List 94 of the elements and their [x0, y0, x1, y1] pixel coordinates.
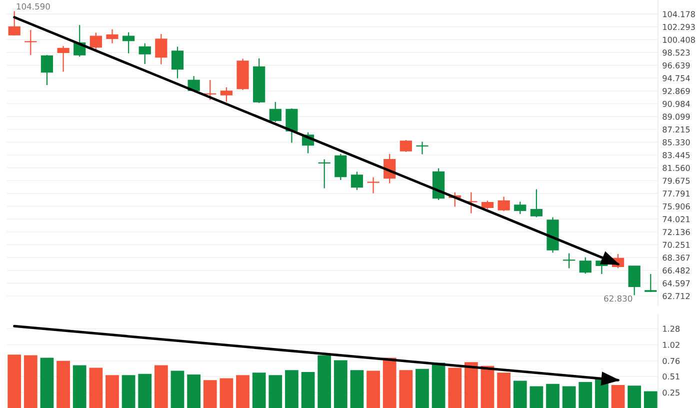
y-tick-label: 87.215	[662, 126, 690, 133]
y-tick-label: 0.25	[662, 390, 680, 396]
bar	[72, 365, 86, 408]
y-tick-label: 64.597	[662, 280, 690, 286]
y-tick-label: 77.791	[662, 190, 690, 197]
candlestick	[286, 108, 298, 144]
y-tick-label: 81.560	[662, 164, 690, 171]
y-tick-label: 92.869	[662, 88, 690, 94]
bar	[122, 375, 136, 408]
bar	[399, 370, 413, 408]
candlestick	[334, 153, 347, 181]
candlestick	[90, 32, 102, 51]
y-tick-label: 94.754	[662, 75, 690, 82]
bar	[530, 386, 544, 408]
candlestick	[8, 10, 20, 36]
bar	[350, 370, 364, 408]
candlestick	[122, 32, 135, 54]
annotation: 62.830	[604, 295, 632, 302]
candlestick	[514, 201, 526, 215]
candlestick	[498, 196, 510, 212]
y-tick-label: 72.136	[662, 228, 690, 236]
bar	[40, 358, 54, 408]
candlestick	[40, 54, 54, 86]
y-tick-label: 74.021	[662, 216, 690, 222]
y-tick-label: 1.02	[663, 342, 680, 348]
y-tick-label: 90.984	[662, 100, 690, 107]
bar	[464, 362, 478, 408]
candlestick	[106, 28, 118, 44]
annotation: 104.590	[16, 3, 50, 10]
candlestick	[530, 188, 543, 218]
candlestick	[220, 86, 233, 102]
bar	[154, 365, 168, 408]
y-tick-label: 1.28	[663, 326, 680, 332]
candlestick	[367, 176, 380, 194]
y-tick-label: 96.639	[662, 62, 690, 68]
bar	[106, 375, 119, 408]
bar	[334, 360, 348, 408]
bar	[513, 380, 527, 408]
y-tick-label: 100.408	[663, 36, 695, 43]
y-tick-label: 83.445	[662, 152, 690, 158]
bar	[318, 355, 332, 408]
candlestick	[416, 141, 428, 155]
y-tick-label: 98.523	[662, 50, 690, 56]
bar	[578, 382, 592, 408]
candlestick	[269, 101, 282, 123]
bar	[170, 370, 184, 408]
bar	[366, 370, 380, 408]
candlestick	[138, 42, 151, 65]
y-tick-label: 68.367	[662, 254, 690, 261]
bar	[89, 368, 103, 408]
bar	[497, 372, 511, 408]
candlestick	[57, 45, 70, 72]
y-tick-label: 104.178	[663, 11, 695, 18]
y-tick-label: 70.251	[662, 242, 690, 248]
bar	[285, 370, 298, 408]
candlestick	[400, 139, 412, 152]
bar	[236, 375, 250, 408]
candlestick	[644, 273, 657, 293]
bar	[480, 366, 494, 408]
bar	[382, 358, 396, 408]
bar	[301, 372, 315, 408]
bar	[138, 374, 152, 408]
bar	[432, 362, 446, 408]
bar	[562, 386, 576, 408]
candlestick	[155, 33, 168, 65]
y-tick-label: 66.482	[662, 267, 690, 274]
bar	[220, 378, 234, 408]
bar	[24, 355, 38, 408]
y-tick-label: 89.099	[662, 114, 690, 120]
bar	[416, 368, 429, 408]
y-tick-label: 62.712	[662, 293, 690, 300]
bar	[56, 360, 70, 408]
y-tick-label: 75.906	[662, 203, 690, 210]
bar	[268, 375, 282, 408]
y-tick-label: 79.675	[662, 178, 690, 184]
bar	[203, 380, 217, 408]
bar	[628, 386, 642, 408]
candlestick	[24, 29, 37, 56]
bar	[546, 384, 560, 408]
candlestick	[579, 256, 592, 274]
y-tick-label: 0.76	[662, 358, 680, 364]
bar	[448, 368, 462, 408]
candlestick	[171, 46, 184, 79]
bar	[187, 374, 201, 408]
candlestick	[318, 158, 330, 189]
y-tick-label: 85.330	[662, 139, 690, 146]
bar	[8, 354, 22, 408]
bar	[644, 391, 658, 408]
y-tick-label: 0.51	[662, 373, 680, 380]
bar	[252, 372, 266, 408]
candlestick	[628, 265, 640, 296]
y-tick-label: 102.293	[663, 24, 695, 30]
candlestick	[563, 252, 576, 269]
candlestick	[350, 171, 364, 191]
